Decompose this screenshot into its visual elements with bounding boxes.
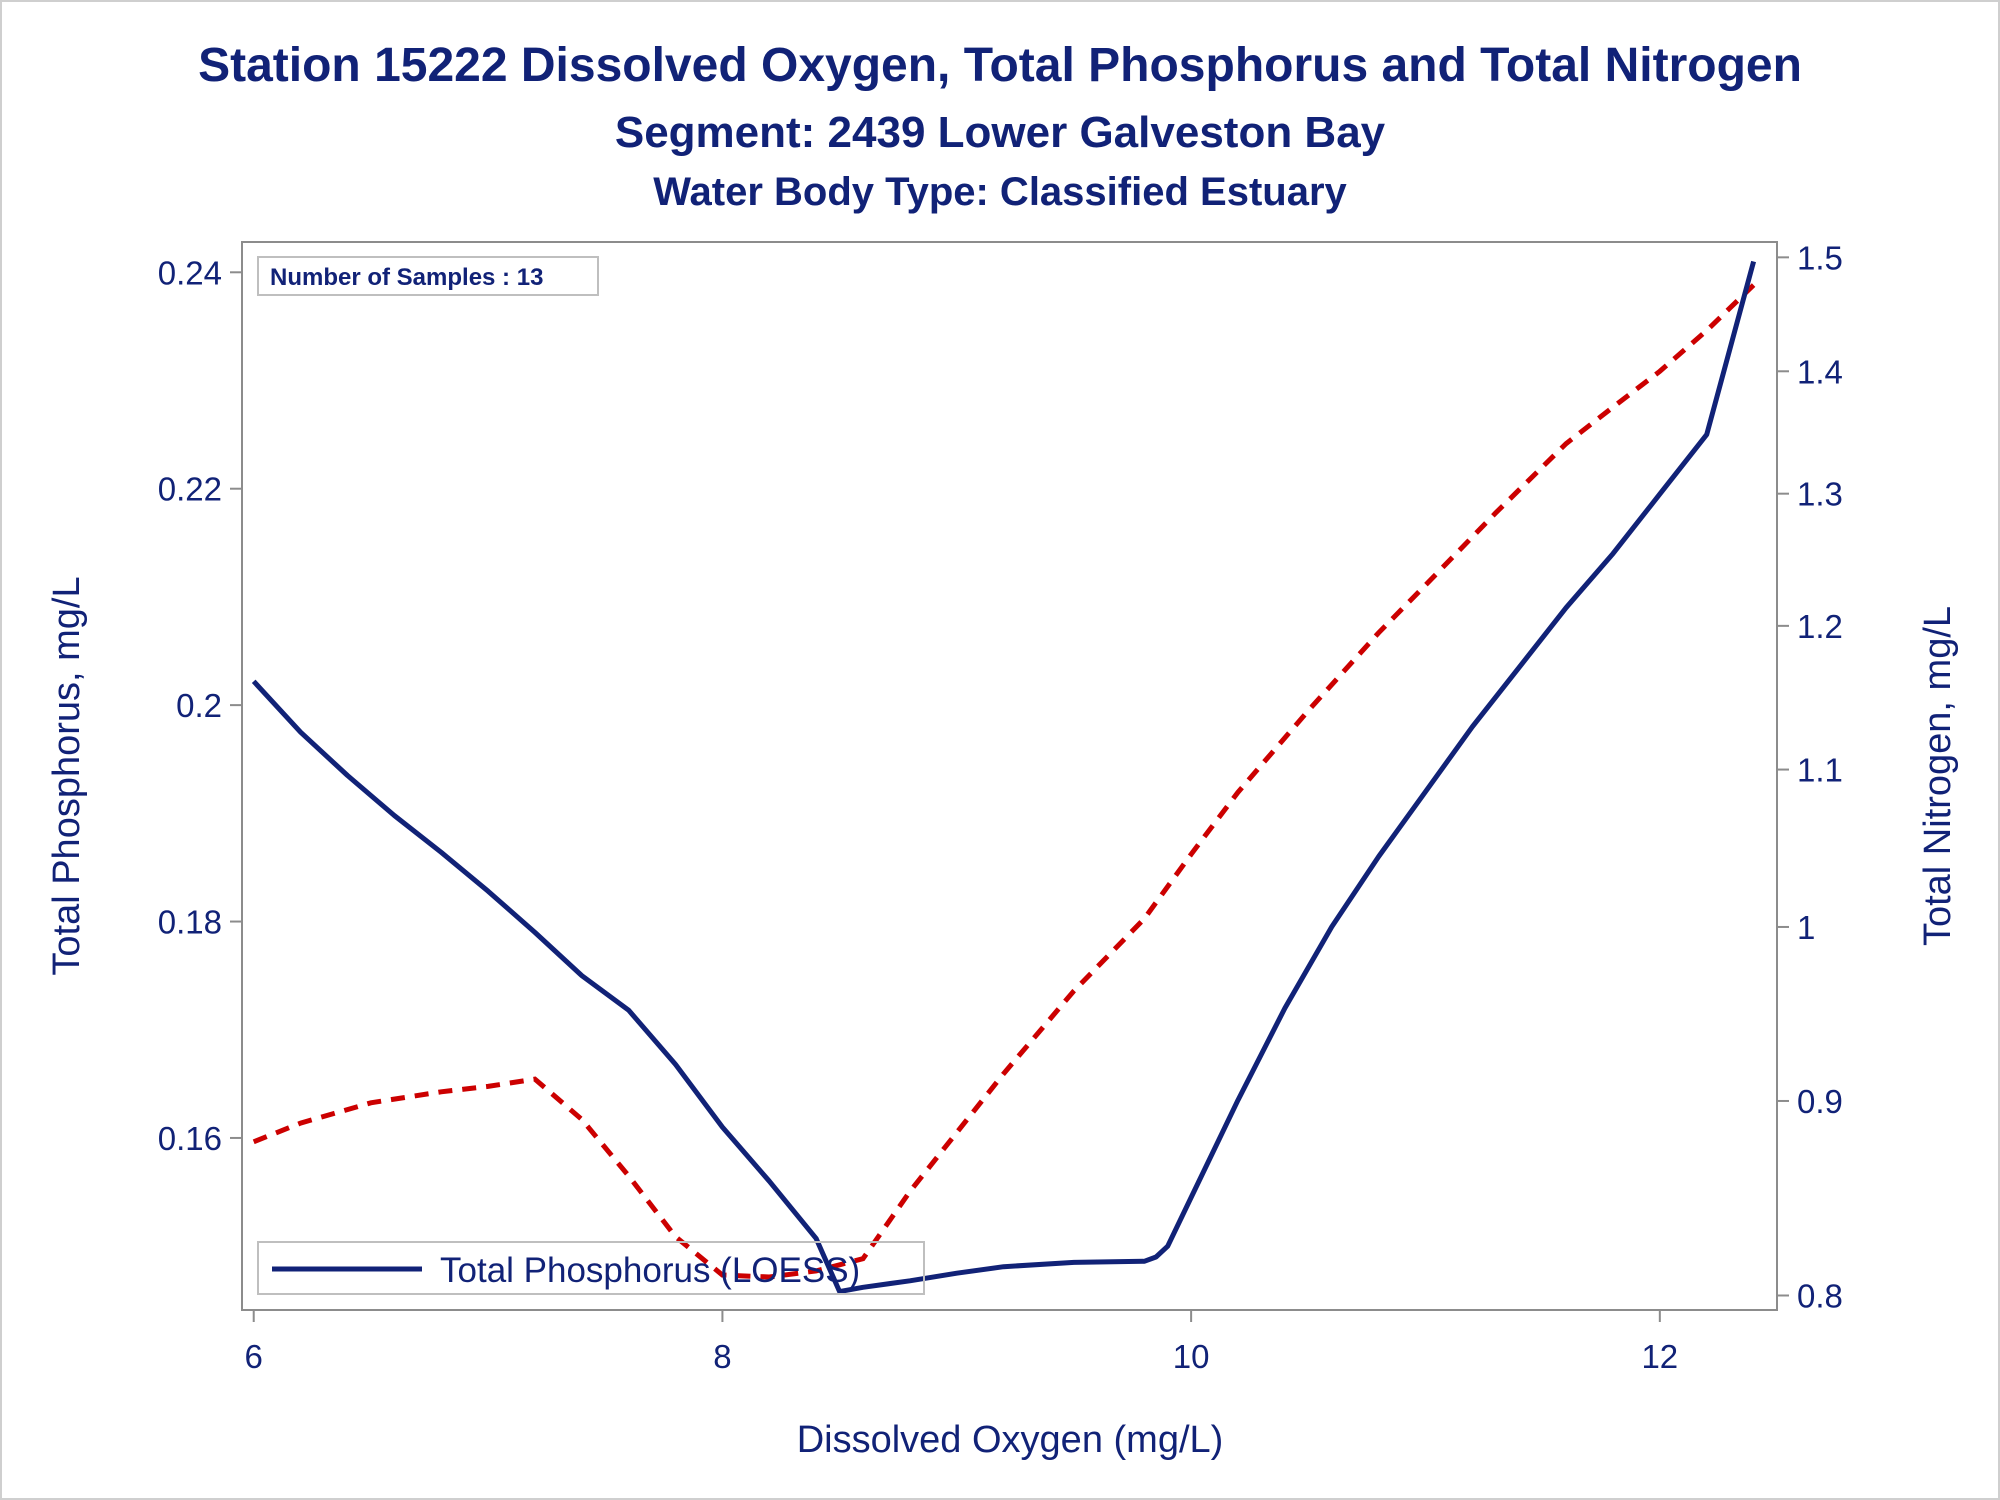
sample-count-inset: Number of Samples : 13 (257, 256, 599, 296)
y-left-tick-label: 0.2 (176, 687, 222, 724)
y-right-tick-label: 1.3 (1797, 476, 1843, 513)
x-tick-label: 8 (713, 1338, 731, 1375)
legend-box (257, 1241, 925, 1295)
x-tick-label: 6 (245, 1338, 263, 1375)
y-right-tick-label: 1 (1797, 909, 1815, 946)
y-axis-right: 0.8 0.9 1 1.1 1.2 1.3 1.4 1.5 (1777, 239, 1843, 1314)
y-left-tick-label: 0.16 (158, 1120, 222, 1157)
legend-label-total-phosphorus: Total Phosphorus (LOESS) (440, 1251, 860, 1290)
x-axis-label: Dissolved Oxygen (mg/L) (797, 1419, 1224, 1461)
legend: Total Phosphorus (LOESS) (257, 1241, 925, 1295)
x-tick-label: 12 (1641, 1338, 1678, 1375)
y-right-tick-label: 1.5 (1797, 239, 1843, 276)
series-line-total-nitrogen (252, 283, 1756, 1280)
y-right-tick-label: 0.9 (1797, 1083, 1843, 1120)
inset-label: Number of Samples : 13 (270, 264, 543, 291)
x-axis: 6 8 10 12 (245, 1310, 1678, 1375)
chart-subtitle-segment: Segment: 2439 Lower Galveston Bay (614, 108, 1386, 157)
chart-title: Station 15222 Dissolved Oxygen, Total Ph… (198, 39, 1802, 92)
inset-box (257, 256, 599, 296)
series-line-total-phosphorus (251, 260, 1757, 1295)
y-left-tick-label: 0.22 (158, 471, 222, 508)
y-right-tick-label: 1.2 (1797, 608, 1843, 645)
y-axis-label-left: Total Phosphorus, mg/L (46, 576, 88, 975)
plot-area-border (241, 241, 1778, 1311)
y-axis-left: 0.16 0.18 0.2 0.22 0.24 (158, 254, 242, 1157)
y-left-tick-label: 0.18 (158, 904, 222, 941)
y-left-tick-label: 0.24 (158, 254, 222, 291)
chart-subtitle-water-body: Water Body Type: Classified Estuary (653, 170, 1347, 214)
x-tick-label: 10 (1173, 1338, 1210, 1375)
y-axis-label-right: Total Nitrogen, mg/L (1917, 606, 1959, 946)
y-right-tick-label: 1.1 (1797, 752, 1843, 789)
y-right-tick-label: 1.4 (1797, 353, 1843, 390)
y-right-tick-label: 0.8 (1797, 1277, 1843, 1314)
